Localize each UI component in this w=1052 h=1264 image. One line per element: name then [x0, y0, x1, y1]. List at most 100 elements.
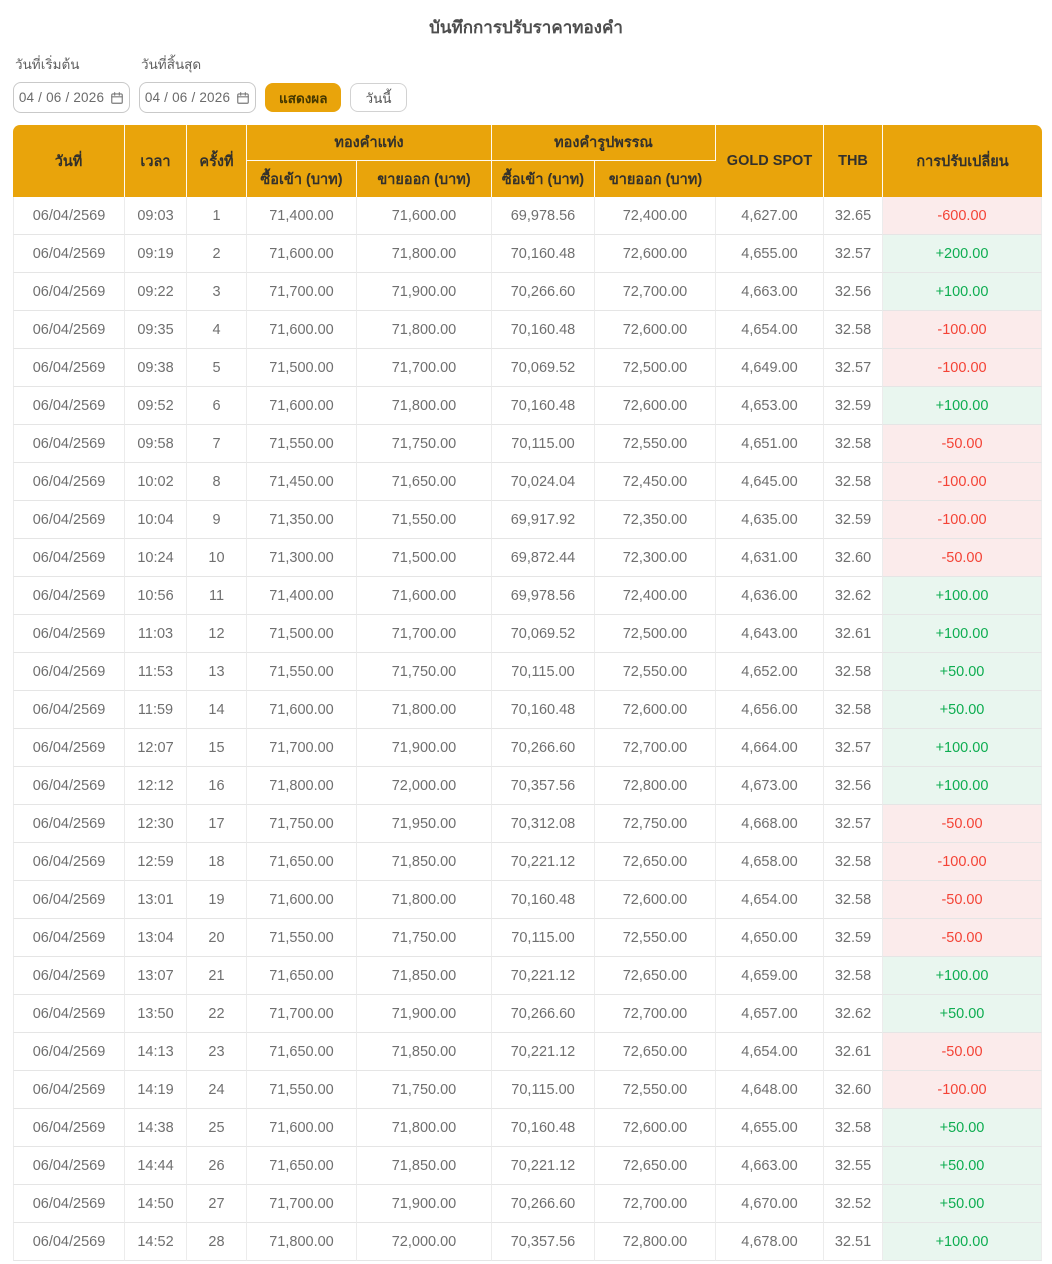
cell-gold-spot: 4,655.00 [716, 1109, 824, 1147]
cell-thb: 32.56 [824, 273, 883, 311]
start-date-input[interactable]: 04 / 06 / 2026 [13, 82, 130, 113]
cell-thb: 32.62 [824, 577, 883, 615]
cell-gold-spot: 4,645.00 [716, 463, 824, 501]
cell-thb: 32.58 [824, 463, 883, 501]
cell-bar-sell: 72,000.00 [357, 1223, 492, 1261]
calendar-icon [236, 91, 250, 105]
cell-bar-sell: 71,500.00 [357, 539, 492, 577]
cell-ornament-buy: 70,115.00 [492, 425, 595, 463]
cell-date: 06/04/2569 [13, 691, 125, 729]
cell-bar-sell: 71,800.00 [357, 387, 492, 425]
cell-time: 12:12 [125, 767, 187, 805]
cell-bar-buy: 71,550.00 [247, 1071, 357, 1109]
cell-ornament-buy: 70,160.48 [492, 235, 595, 273]
cell-bar-sell: 71,600.00 [357, 197, 492, 235]
cell-ornament-sell: 72,700.00 [595, 1185, 716, 1223]
header-bar-sell: ขายออก (บาท) [357, 161, 492, 197]
cell-date: 06/04/2569 [13, 501, 125, 539]
table-row: 06/04/256909:35471,600.0071,800.0070,160… [13, 311, 1042, 349]
cell-date: 06/04/2569 [13, 615, 125, 653]
cell-time: 12:30 [125, 805, 187, 843]
cell-gold-spot: 4,664.00 [716, 729, 824, 767]
cell-bar-sell: 71,800.00 [357, 881, 492, 919]
table-row: 06/04/256914:442671,650.0071,850.0070,22… [13, 1147, 1042, 1185]
cell-ornament-sell: 72,550.00 [595, 919, 716, 957]
cell-time: 09:58 [125, 425, 187, 463]
cell-thb: 32.65 [824, 197, 883, 235]
cell-round: 8 [187, 463, 247, 501]
cell-change: +50.00 [883, 1185, 1042, 1223]
cell-ornament-sell: 72,600.00 [595, 235, 716, 273]
cell-bar-sell: 71,750.00 [357, 1071, 492, 1109]
cell-ornament-buy: 70,357.56 [492, 1223, 595, 1261]
cell-date: 06/04/2569 [13, 1033, 125, 1071]
table-row: 06/04/256911:531371,550.0071,750.0070,11… [13, 653, 1042, 691]
cell-round: 1 [187, 197, 247, 235]
cell-date: 06/04/2569 [13, 729, 125, 767]
cell-ornament-buy: 70,312.08 [492, 805, 595, 843]
cell-ornament-buy: 70,069.52 [492, 615, 595, 653]
cell-date: 06/04/2569 [13, 1109, 125, 1147]
cell-round: 25 [187, 1109, 247, 1147]
cell-ornament-sell: 72,600.00 [595, 691, 716, 729]
table-row: 06/04/256913:011971,600.0071,800.0070,16… [13, 881, 1042, 919]
cell-bar-buy: 71,600.00 [247, 1109, 357, 1147]
cell-thb: 32.60 [824, 1071, 883, 1109]
cell-ornament-sell: 72,650.00 [595, 843, 716, 881]
cell-time: 10:04 [125, 501, 187, 539]
table-row: 06/04/256910:561171,400.0071,600.0069,97… [13, 577, 1042, 615]
cell-ornament-sell: 72,400.00 [595, 577, 716, 615]
cell-change: +100.00 [883, 767, 1042, 805]
cell-bar-sell: 71,900.00 [357, 995, 492, 1033]
cell-ornament-buy: 70,221.12 [492, 957, 595, 995]
cell-ornament-buy: 70,266.60 [492, 729, 595, 767]
cell-change: -100.00 [883, 311, 1042, 349]
header-time: เวลา [125, 125, 187, 197]
cell-time: 14:38 [125, 1109, 187, 1147]
cell-bar-sell: 71,850.00 [357, 957, 492, 995]
cell-round: 10 [187, 539, 247, 577]
cell-change: +50.00 [883, 1147, 1042, 1185]
show-results-button[interactable]: แสดงผล [265, 83, 341, 112]
cell-time: 13:04 [125, 919, 187, 957]
cell-ornament-sell: 72,650.00 [595, 1033, 716, 1071]
cell-bar-buy: 71,550.00 [247, 425, 357, 463]
cell-bar-buy: 71,800.00 [247, 1223, 357, 1261]
cell-ornament-sell: 72,800.00 [595, 1223, 716, 1261]
cell-date: 06/04/2569 [13, 1185, 125, 1223]
cell-round: 22 [187, 995, 247, 1033]
cell-ornament-sell: 72,600.00 [595, 1109, 716, 1147]
cell-bar-buy: 71,500.00 [247, 349, 357, 387]
table-row: 06/04/256909:52671,600.0071,800.0070,160… [13, 387, 1042, 425]
cell-ornament-sell: 72,550.00 [595, 653, 716, 691]
page: บันทึกการปรับราคาทองคำ วันที่เริ่มต้น 04… [0, 0, 1052, 1264]
cell-gold-spot: 4,631.00 [716, 539, 824, 577]
cell-bar-buy: 71,600.00 [247, 691, 357, 729]
cell-time: 09:03 [125, 197, 187, 235]
table-row: 06/04/256912:591871,650.0071,850.0070,22… [13, 843, 1042, 881]
end-date-input[interactable]: 04 / 06 / 2026 [139, 82, 256, 113]
table-row: 06/04/256914:192471,550.0071,750.0070,11… [13, 1071, 1042, 1109]
cell-thb: 32.62 [824, 995, 883, 1033]
cell-ornament-buy: 70,160.48 [492, 311, 595, 349]
cell-ornament-buy: 69,917.92 [492, 501, 595, 539]
cell-time: 14:52 [125, 1223, 187, 1261]
cell-bar-buy: 71,650.00 [247, 957, 357, 995]
cell-bar-sell: 71,900.00 [357, 273, 492, 311]
cell-round: 6 [187, 387, 247, 425]
cell-date: 06/04/2569 [13, 463, 125, 501]
cell-ornament-buy: 70,266.60 [492, 273, 595, 311]
cell-thb: 32.58 [824, 653, 883, 691]
header-gold-spot: GOLD SPOT [716, 125, 824, 197]
cell-thb: 32.58 [824, 957, 883, 995]
cell-date: 06/04/2569 [13, 881, 125, 919]
cell-gold-spot: 4,654.00 [716, 1033, 824, 1071]
cell-bar-buy: 71,550.00 [247, 653, 357, 691]
today-button[interactable]: วันนี้ [350, 83, 406, 112]
cell-date: 06/04/2569 [13, 425, 125, 463]
table-row: 06/04/256909:38571,500.0071,700.0070,069… [13, 349, 1042, 387]
cell-bar-sell: 71,850.00 [357, 1033, 492, 1071]
end-date-field: วันที่สิ้นสุด 04 / 06 / 2026 [139, 53, 256, 113]
cell-date: 06/04/2569 [13, 957, 125, 995]
cell-round: 20 [187, 919, 247, 957]
